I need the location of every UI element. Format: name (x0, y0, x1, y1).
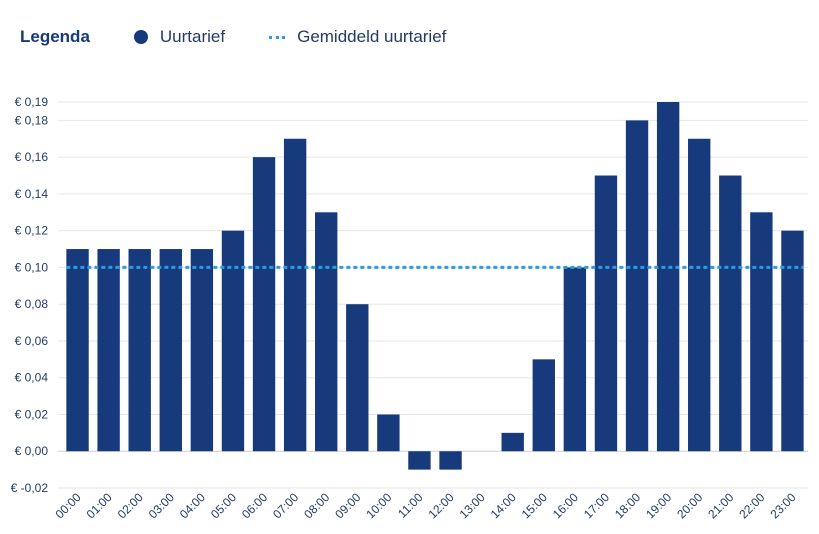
y-tick-label: € 0,10 (15, 260, 49, 274)
bar[interactable] (532, 359, 555, 452)
chart-legend: Legenda Uurtarief Gemiddeld uurtarief (20, 24, 490, 50)
bar[interactable] (750, 212, 773, 452)
y-tick-label: € 0,02 (15, 407, 49, 421)
y-tick-label: € 0,00 (15, 444, 49, 458)
bar[interactable] (377, 414, 400, 452)
x-tick-label: 20:00 (674, 490, 705, 521)
y-tick-label: € 0,08 (15, 297, 49, 311)
y-tick-label: € 0,16 (15, 150, 49, 164)
x-tick-label: 00:00 (53, 490, 84, 521)
bar[interactable] (688, 138, 711, 452)
legend-label-uurtarief: Uurtarief (159, 27, 226, 46)
legend-item-gemiddeld[interactable]: Gemiddeld uurtarief (269, 27, 446, 47)
bar[interactable] (66, 249, 89, 452)
bar[interactable] (221, 230, 245, 452)
x-tick-label: 16:00 (550, 490, 581, 521)
x-tick-label: 04:00 (177, 490, 208, 521)
x-tick-label: 11:00 (395, 490, 426, 521)
bar[interactable] (594, 175, 618, 452)
x-tick-label: 06:00 (239, 490, 270, 521)
bar-series-swatch-icon (133, 30, 148, 44)
x-tick-label: 18:00 (612, 490, 643, 521)
y-tick-label: € 0,19 (15, 95, 49, 109)
legend-item-uurtarief[interactable]: Uurtarief (133, 27, 226, 47)
bar[interactable] (656, 102, 680, 452)
x-tick-label: 02:00 (115, 490, 146, 521)
x-tick-label: 05:00 (208, 490, 239, 521)
dotted-line-swatch-icon (269, 35, 286, 39)
x-tick-label: 21:00 (705, 490, 736, 521)
bar[interactable] (283, 138, 307, 452)
x-tick-label: 10:00 (363, 490, 394, 521)
x-tick-label: 17:00 (581, 490, 612, 521)
bar[interactable] (252, 157, 276, 452)
bar[interactable] (190, 249, 214, 452)
bar[interactable] (501, 432, 524, 452)
bar[interactable] (97, 249, 120, 452)
bar[interactable] (563, 267, 587, 452)
y-tick-label: € 0,12 (15, 224, 49, 238)
bar[interactable] (128, 249, 151, 452)
bar[interactable] (346, 304, 369, 452)
y-tick-label: € 0,14 (15, 187, 49, 201)
x-tick-label: 12:00 (426, 490, 457, 521)
bar[interactable] (408, 451, 431, 470)
x-tick-label: 07:00 (270, 490, 301, 521)
legend-label-gemiddeld: Gemiddeld uurtarief (297, 27, 447, 46)
x-tick-label: 23:00 (767, 490, 798, 521)
x-tick-label: 03:00 (146, 490, 177, 521)
bar[interactable] (625, 120, 649, 452)
x-tick-label: 13:00 (457, 490, 488, 521)
y-tick-label: € -0,02 (11, 481, 49, 495)
x-tick-label: 22:00 (736, 490, 767, 521)
x-tick-label: 19:00 (643, 490, 674, 521)
x-tick-label: 08:00 (301, 490, 332, 521)
x-tick-label: 14:00 (488, 490, 519, 521)
legend-title: Legenda (20, 27, 90, 46)
y-tick-label: € 0,04 (15, 371, 49, 385)
x-tick-label: 09:00 (332, 490, 363, 521)
bar[interactable] (781, 230, 804, 452)
y-tick-label: € 0,06 (15, 334, 49, 348)
x-tick-label: 01:00 (84, 490, 115, 521)
bar[interactable] (315, 212, 338, 452)
y-tick-label: € 0,18 (15, 113, 49, 127)
x-tick-label: 15:00 (519, 490, 550, 521)
bar[interactable] (439, 451, 462, 470)
bar[interactable] (159, 249, 182, 452)
bar[interactable] (719, 175, 742, 452)
